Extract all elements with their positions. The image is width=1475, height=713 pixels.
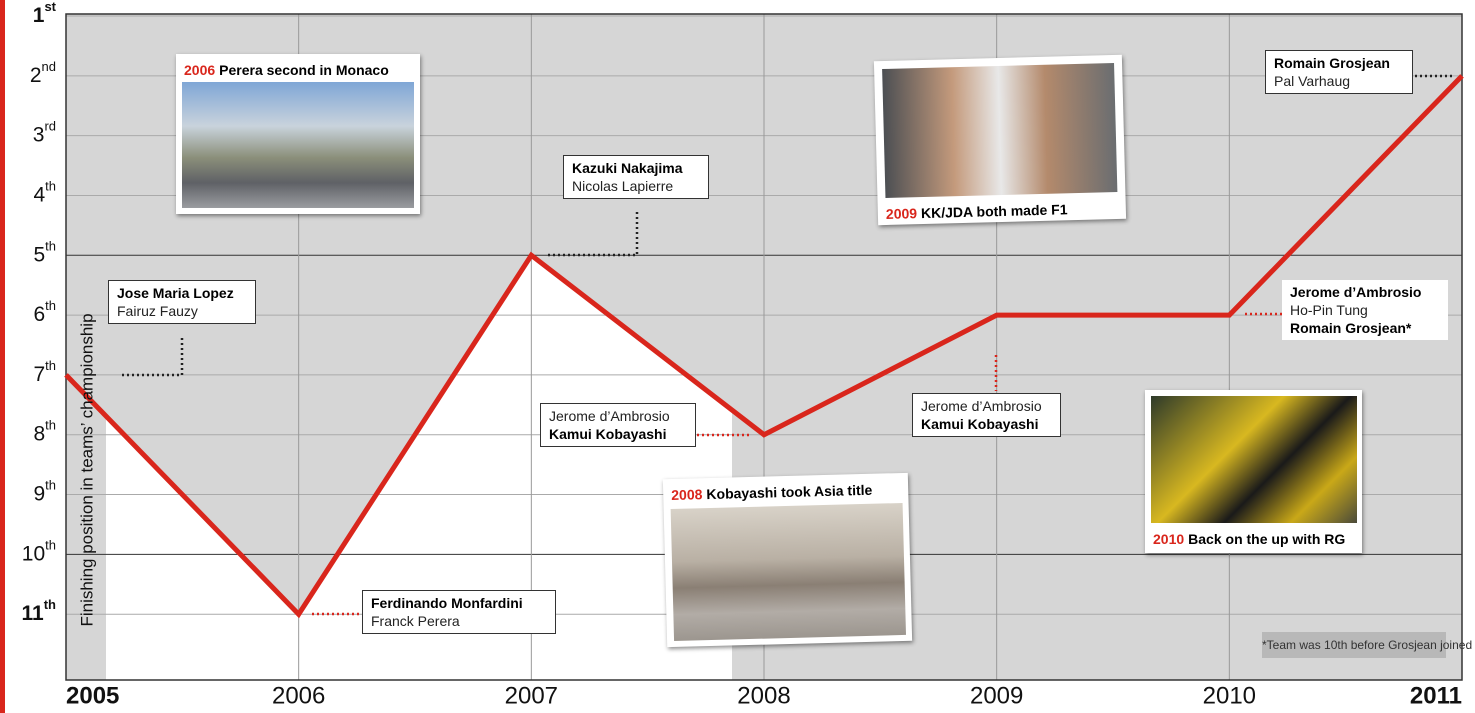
photo-caption: 2009 KK/JDA both made F1 (886, 201, 1068, 222)
annotation-line: Romain Grosjean* (1290, 320, 1412, 336)
annotation-line: Kamui Kobayashi (921, 416, 1039, 432)
annotation-line: Jerome d’Ambrosio (549, 408, 670, 424)
y-tick-label: 2nd (30, 59, 56, 86)
y-tick-label: 10th (22, 538, 56, 565)
x-tick-label: 2009 (970, 682, 1023, 709)
photo-card: 2006 Perera second in Monaco (176, 54, 420, 214)
y-tick-label: 7th (33, 358, 56, 385)
y-tick-label: 8th (33, 418, 56, 445)
annotation: Jerome d’Ambrosio Ho-Pin Tung Romain Gro… (1282, 280, 1448, 340)
annotation: Romain Grosjean Pal Varhaug (1265, 50, 1413, 94)
y-axis-label: Finishing position in teams’ championshi… (77, 313, 96, 626)
marks (64, 74, 1464, 619)
annotation: Kazuki Nakajima Nicolas Lapierre (563, 155, 709, 199)
y-tick-label: 6th (33, 299, 56, 326)
photo-caption: 2008 Kobayashi took Asia title (671, 482, 872, 503)
annotation-line: Nicolas Lapierre (572, 178, 674, 194)
photo (882, 62, 1118, 199)
photo-caption: 2006 Perera second in Monaco (184, 62, 389, 78)
connectors (122, 74, 1455, 616)
annotation-line: Fairuz Fauzy (117, 303, 198, 319)
y-tick-label: 1st (33, 0, 57, 27)
photo-year: 2010 (1153, 531, 1185, 547)
x-tick-label: 2007 (505, 682, 558, 709)
y-tick-label: 5th (33, 239, 56, 266)
annotation-line: Jerome d’Ambrosio (921, 398, 1042, 414)
accent-bar (0, 0, 5, 713)
annotation-line: Romain Grosjean (1274, 55, 1390, 71)
annotation-line: Jose Maria Lopez (117, 285, 234, 301)
x-tick-label: 2010 (1203, 682, 1256, 709)
y-tick-label: 9th (33, 478, 56, 505)
plot-highlight (106, 255, 732, 680)
annotation: Jerome d’Ambrosio Kamui Kobayashi (540, 403, 696, 447)
x-tick-label: 2011 (1410, 682, 1462, 709)
annotation-line: Franck Perera (371, 613, 460, 629)
annotation: Jerome d’Ambrosio Kamui Kobayashi (912, 393, 1061, 437)
photo-caption: 2010 Back on the up with RG (1153, 531, 1345, 547)
annotation-line: Jerome d’Ambrosio (1290, 284, 1422, 300)
photo-text: Perera second in Monaco (219, 62, 389, 78)
photo-card: 2010 Back on the up with RG (1145, 390, 1362, 553)
y-tick-label: 11th (22, 598, 57, 625)
annotation-line: Ferdinando Monfardini (371, 595, 523, 611)
photo-text: KK/JDA both made F1 (920, 201, 1068, 222)
plot-frame (65, 13, 1463, 681)
photo (670, 502, 907, 641)
photo-card: 2008 Kobayashi took Asia title (662, 472, 913, 648)
x-tick-label: 2006 (272, 682, 325, 709)
photo-year: 2006 (184, 62, 216, 78)
annotation-line: Kazuki Nakajima (572, 160, 683, 176)
photo (182, 82, 414, 208)
annotation: Ferdinando Monfardini Franck Perera (362, 590, 556, 634)
data-line (64, 74, 1464, 619)
x-tick-label: 2005 (66, 682, 119, 709)
annotation-line: Kamui Kobayashi (549, 426, 667, 442)
photo-card: 2009 KK/JDA both made F1 (873, 54, 1127, 226)
x-tick-label: 2008 (737, 682, 790, 709)
y-tick-label: 4th (33, 179, 56, 206)
y-tick-label: 3rd (33, 119, 56, 146)
photo-text: Kobayashi took Asia title (706, 481, 873, 503)
annotation-line: Ho-Pin Tung (1290, 302, 1368, 318)
photo (1151, 396, 1357, 523)
annotation: Jose Maria Lopez Fairuz Fauzy (108, 280, 256, 324)
photo-text: Back on the up with RG (1188, 531, 1346, 547)
photo-year: 2008 (671, 486, 703, 504)
photo-year: 2009 (885, 205, 918, 223)
annotation-line: Pal Varhaug (1274, 73, 1351, 89)
connector (122, 335, 184, 377)
footnote: *Team was 10th before Grosjean joined mi… (1262, 632, 1475, 658)
